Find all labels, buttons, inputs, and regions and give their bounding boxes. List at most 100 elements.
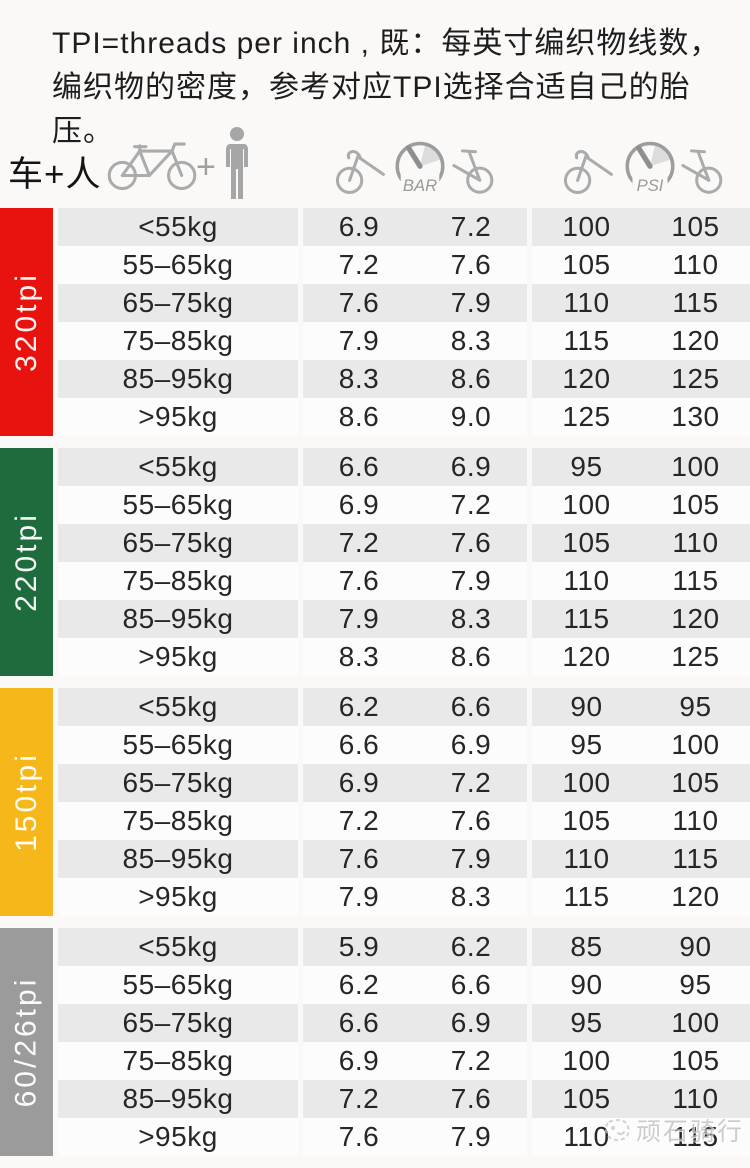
psi-max-cell: 110 bbox=[641, 524, 750, 562]
weight-cell: 85–95kg bbox=[58, 600, 298, 638]
pressure-gauge-bar-icon: BAR bbox=[392, 138, 448, 198]
psi-max-cell: 105 bbox=[641, 764, 750, 802]
gauge-unit-psi-label: PSI bbox=[637, 176, 664, 195]
weight-cell: 85–95kg bbox=[58, 1080, 298, 1118]
weight-cell: 65–75kg bbox=[58, 1004, 298, 1042]
psi-min-cell: 115 bbox=[532, 322, 641, 360]
weight-cell: 65–75kg bbox=[58, 764, 298, 802]
bar-min-cell: 7.9 bbox=[303, 322, 415, 360]
bar-max-cell: 7.2 bbox=[415, 764, 527, 802]
psi-min-cell: 115 bbox=[532, 600, 641, 638]
table-row: 75–85kg 6.9 7.2 100 105 bbox=[58, 1042, 750, 1080]
bar-min-cell: 6.2 bbox=[303, 688, 415, 726]
psi-max-cell: 115 bbox=[641, 284, 750, 322]
psi-max-cell: 120 bbox=[641, 600, 750, 638]
road-bike-front-icon bbox=[334, 144, 386, 196]
psi-min-cell: 105 bbox=[532, 246, 641, 284]
table-row: 55–65kg 6.2 6.6 90 95 bbox=[58, 966, 750, 1004]
table-row: 85–95kg 7.6 7.9 110 115 bbox=[58, 840, 750, 878]
weight-cell: <55kg bbox=[58, 208, 298, 246]
bar-min-cell: 6.9 bbox=[303, 1042, 415, 1080]
bar-min-cell: 7.2 bbox=[303, 246, 415, 284]
table-row: 75–85kg 7.2 7.6 105 110 bbox=[58, 802, 750, 840]
psi-max-cell: 115 bbox=[641, 562, 750, 600]
bar-min-cell: 8.3 bbox=[303, 360, 415, 398]
gauge-unit-bar-label: BAR bbox=[403, 176, 437, 195]
bar-min-cell: 6.6 bbox=[303, 1004, 415, 1042]
psi-min-cell: 100 bbox=[532, 1042, 641, 1080]
psi-min-cell: 90 bbox=[532, 966, 641, 1004]
section-rows: <55kg 6.9 7.2 100 105 55–65kg 7.2 7.6 105 110 65–7… bbox=[58, 208, 750, 436]
psi-max-cell: 100 bbox=[641, 1004, 750, 1042]
bar-max-cell: 6.6 bbox=[415, 966, 527, 1004]
table-row: 75–85kg 7.6 7.9 110 115 bbox=[58, 562, 750, 600]
bar-max-cell: 7.6 bbox=[415, 524, 527, 562]
tpi-label: 320tpi bbox=[9, 272, 43, 372]
section-rows: <55kg 6.6 6.9 95 100 55–65kg 6.9 7.2 100 105 65–75… bbox=[58, 448, 750, 676]
table-row: 75–85kg 7.9 8.3 115 120 bbox=[58, 322, 750, 360]
weight-cell: <55kg bbox=[58, 928, 298, 966]
psi-min-cell: 90 bbox=[532, 688, 641, 726]
table-row: 65–75kg 7.6 7.9 110 115 bbox=[58, 284, 750, 322]
bar-max-cell: 7.2 bbox=[415, 1042, 527, 1080]
psi-max-cell: 125 bbox=[641, 360, 750, 398]
intro-line-1: TPI=threads per inch , 既：每英寸编织物线数， bbox=[52, 27, 721, 60]
bar-max-cell: 7.9 bbox=[415, 840, 527, 878]
table-row: 85–95kg 7.9 8.3 115 120 bbox=[58, 600, 750, 638]
weight-cell: 75–85kg bbox=[58, 562, 298, 600]
table-row: 65–75kg 6.9 7.2 100 105 bbox=[58, 764, 750, 802]
watermark: 顽石骑行 bbox=[602, 1112, 744, 1148]
tpi-color-bar: 60/26tpi bbox=[0, 928, 53, 1156]
table-header: 车+人 + bbox=[0, 126, 750, 206]
weight-cell: 55–65kg bbox=[58, 246, 298, 284]
weight-cell: >95kg bbox=[58, 398, 298, 436]
plus-sign: + bbox=[196, 148, 216, 186]
bar-max-cell: 7.2 bbox=[415, 208, 527, 246]
pressure-gauge-psi-icon: PSI bbox=[622, 138, 678, 198]
bar-min-cell: 7.2 bbox=[303, 802, 415, 840]
tpi-label: 60/26tpi bbox=[9, 976, 43, 1108]
table-row: >95kg 8.3 8.6 120 125 bbox=[58, 638, 750, 676]
bike-rear-icon bbox=[676, 142, 726, 196]
psi-min-cell: 120 bbox=[532, 638, 641, 676]
psi-min-cell: 100 bbox=[532, 764, 641, 802]
psi-min-cell: 95 bbox=[532, 1004, 641, 1042]
bar-max-cell: 7.9 bbox=[415, 562, 527, 600]
table-row: 65–75kg 7.2 7.6 105 110 bbox=[58, 524, 750, 562]
psi-min-cell: 125 bbox=[532, 398, 641, 436]
psi-max-cell: 130 bbox=[641, 398, 750, 436]
psi-min-cell: 95 bbox=[532, 448, 641, 486]
bar-min-cell: 6.6 bbox=[303, 726, 415, 764]
weight-cell: 75–85kg bbox=[58, 802, 298, 840]
bar-min-cell: 7.6 bbox=[303, 840, 415, 878]
intro-text: TPI=threads per inch , 既：每英寸编织物线数， 编织物的密… bbox=[52, 22, 732, 154]
psi-min-cell: 120 bbox=[532, 360, 641, 398]
weight-cell: 65–75kg bbox=[58, 284, 298, 322]
table-row: 55–65kg 6.6 6.9 95 100 bbox=[58, 726, 750, 764]
psi-min-cell: 85 bbox=[532, 928, 641, 966]
tpi-label: 220tpi bbox=[9, 512, 43, 612]
bar-max-cell: 9.0 bbox=[415, 398, 527, 436]
road-bike-front-icon bbox=[562, 144, 614, 196]
psi-min-cell: 100 bbox=[532, 486, 641, 524]
psi-max-cell: 105 bbox=[641, 486, 750, 524]
table-row: 55–65kg 6.9 7.2 100 105 bbox=[58, 486, 750, 524]
psi-min-cell: 95 bbox=[532, 726, 641, 764]
bar-max-cell: 6.6 bbox=[415, 688, 527, 726]
bar-min-cell: 6.9 bbox=[303, 764, 415, 802]
weight-cell: 55–65kg bbox=[58, 966, 298, 1004]
psi-max-cell: 100 bbox=[641, 726, 750, 764]
person-icon bbox=[222, 126, 252, 202]
bar-min-cell: 6.2 bbox=[303, 966, 415, 1004]
bar-max-cell: 8.6 bbox=[415, 360, 527, 398]
weight-cell: >95kg bbox=[58, 878, 298, 916]
bar-max-cell: 8.6 bbox=[415, 638, 527, 676]
intro-line-2: 编织物的密度，参考对应TPI选择合适自己的胎压。 bbox=[52, 71, 691, 148]
psi-max-cell: 125 bbox=[641, 638, 750, 676]
bar-min-cell: 8.3 bbox=[303, 638, 415, 676]
psi-max-cell: 115 bbox=[641, 1118, 750, 1156]
table-row: >95kg 8.6 9.0 125 130 bbox=[58, 398, 750, 436]
table-row: <55kg 6.2 6.6 90 95 bbox=[58, 688, 750, 726]
section-220tpi: 220tpi <55kg 6.6 6.9 95 100 55–65kg 6.9 7.2 100 1… bbox=[0, 448, 750, 676]
table-row: <55kg 5.9 6.2 85 90 bbox=[58, 928, 750, 966]
